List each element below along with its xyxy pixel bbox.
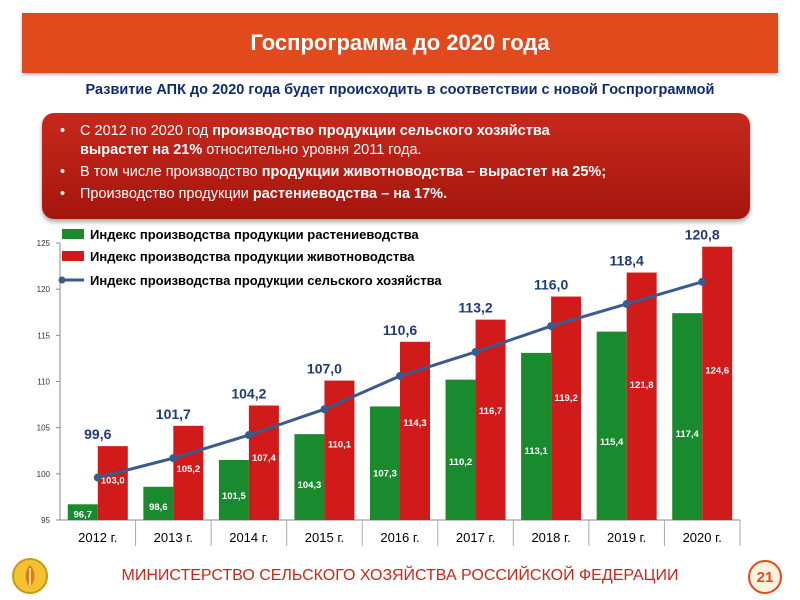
bar-livestock — [173, 425, 204, 520]
bar-crop — [672, 313, 703, 520]
x-tick-label: 2016 г. — [380, 530, 419, 545]
total-index-label: 116,0 — [534, 277, 568, 293]
bullet-bold-text: растениеводства – на 17%. — [252, 186, 448, 202]
y-tick-label: 115 — [37, 331, 50, 340]
bar-crop — [596, 331, 627, 520]
bar-crop-label: 104,3 — [298, 480, 322, 491]
legend-label: Индекс производства продукции животновод… — [90, 249, 415, 264]
bar-livestock-label: 116,7 — [479, 406, 502, 417]
x-tick-label: 2014 г. — [229, 530, 268, 545]
bar-crop-label: 98,6 — [149, 502, 168, 513]
bar-crop-label: 117,4 — [676, 429, 700, 440]
y-tick-label: 120 — [37, 285, 51, 294]
x-tick-label: 2012 г. — [78, 530, 117, 545]
y-tick-label: 100 — [37, 470, 51, 479]
bar-livestock-label: 121,8 — [630, 380, 654, 391]
y-tick-label: 125 — [37, 239, 51, 248]
bar-livestock-label: 105,2 — [176, 464, 200, 475]
y-tick-label: 95 — [41, 516, 50, 525]
bullet-item: С 2012 по 2020 год производство продукци… — [54, 122, 736, 160]
slide-subtitle: Развитие АПК до 2020 года будет происход… — [85, 82, 715, 98]
bar-crop-label: 101,5 — [222, 491, 246, 502]
bar-crop-label: 96,7 — [74, 509, 93, 520]
bar-crop — [218, 459, 249, 520]
slide-title: Госпрограмма до 2020 года — [250, 30, 550, 55]
x-tick-label: 2020 г. — [683, 530, 722, 545]
bullet-bold-text: вырастет на 21% — [80, 142, 203, 158]
line-total-point — [547, 322, 556, 331]
bar-livestock — [626, 272, 657, 520]
bar-crop — [370, 406, 400, 520]
bar-livestock — [475, 319, 506, 520]
footer-ministry-name: МИНИСТЕРСТВО СЕЛЬСКОГО ХОЗЯЙСТВА РОССИЙС… — [121, 567, 679, 584]
line-total-point — [471, 347, 480, 356]
chart-area: 95 100 105 110 115 120 125 96,7 103,0 2012 г. 99,6… — [0, 222, 760, 560]
x-tick-label: 2013 г. — [154, 530, 193, 545]
bar-crop-label: 113,1 — [524, 446, 548, 457]
line-total-point — [93, 473, 102, 482]
slide-title-bar: Госпрограмма до 2020 года — [22, 13, 778, 73]
bar-crop-label: 115,4 — [600, 437, 624, 448]
total-index-label: 113,2 — [458, 300, 492, 316]
legend-label: Индекс производства продукции сельского … — [90, 273, 442, 288]
bar-crop — [67, 504, 98, 520]
line-total-point — [396, 371, 404, 380]
bullet-item: В том числе производство продукции живот… — [54, 163, 736, 182]
line-total-point — [244, 431, 253, 440]
y-tick-label: 110 — [37, 378, 50, 387]
total-index-label: 110,6 — [383, 322, 417, 338]
total-index-label: 120,8 — [685, 227, 720, 243]
x-tick-label: 2019 г. — [607, 530, 646, 545]
total-index-label: 104,2 — [231, 386, 266, 402]
bar-livestock-label: 114,3 — [403, 418, 426, 429]
legend-swatch-point — [58, 276, 66, 284]
line-total-point — [320, 405, 329, 414]
ministry-logo-icon — [12, 558, 48, 594]
bullet-text: Производство продукции — [80, 186, 253, 202]
x-tick-label: 2015 г. — [305, 530, 344, 545]
bar-livestock — [702, 246, 733, 520]
y-tick-label: 105 — [37, 424, 51, 433]
legend-swatch — [62, 229, 84, 239]
bullet-text: относительно уровня 2011 года. — [202, 142, 422, 158]
bar-crop-label: 107,3 — [373, 468, 397, 479]
bar-crop — [521, 352, 552, 520]
legend-label: Индекс производства продукции растениево… — [90, 227, 419, 242]
total-index-label: 107,0 — [307, 361, 342, 377]
line-total-point — [622, 299, 631, 308]
bullet-bold-text: производство продукции сельского хозяйст… — [212, 123, 550, 139]
bar-crop — [143, 486, 174, 520]
bar-livestock — [248, 405, 279, 520]
total-index-label: 101,7 — [156, 406, 191, 422]
line-total-point — [169, 454, 178, 463]
bullet-item: Производство продукции растениеводства –… — [54, 185, 736, 204]
page-number: 21 — [748, 560, 782, 594]
bar-livestock-label: 110,1 — [328, 439, 352, 450]
bar-crop — [445, 379, 476, 520]
bullet-bold-text: продукции животноводства – вырастет на 2… — [261, 164, 607, 180]
bar-crop-label: 110,2 — [449, 457, 472, 468]
bullet-box: С 2012 по 2020 год производство продукци… — [42, 113, 750, 219]
total-index-label: 99,6 — [84, 426, 111, 442]
legend-swatch — [62, 251, 84, 261]
line-total-point — [698, 277, 707, 286]
x-tick-label: 2018 г. — [531, 530, 570, 545]
bar-livestock-label: 103,0 — [101, 475, 125, 486]
bar-livestock-label: 124,6 — [705, 366, 729, 377]
bullet-text: С 2012 по 2020 год — [80, 123, 213, 139]
chart-svg: 95 100 105 110 115 120 125 96,7 103,0 2012 г. 99,6… — [37, 227, 741, 546]
total-index-label: 118,4 — [610, 253, 644, 269]
bullet-text: В том числе производство — [80, 164, 262, 180]
bar-crop — [294, 434, 325, 520]
x-tick-label: 2017 г. — [456, 530, 495, 545]
bar-livestock-label: 107,4 — [252, 453, 276, 464]
bar-livestock — [97, 446, 128, 520]
bar-livestock — [551, 296, 582, 520]
bar-livestock-label: 119,2 — [554, 393, 577, 404]
